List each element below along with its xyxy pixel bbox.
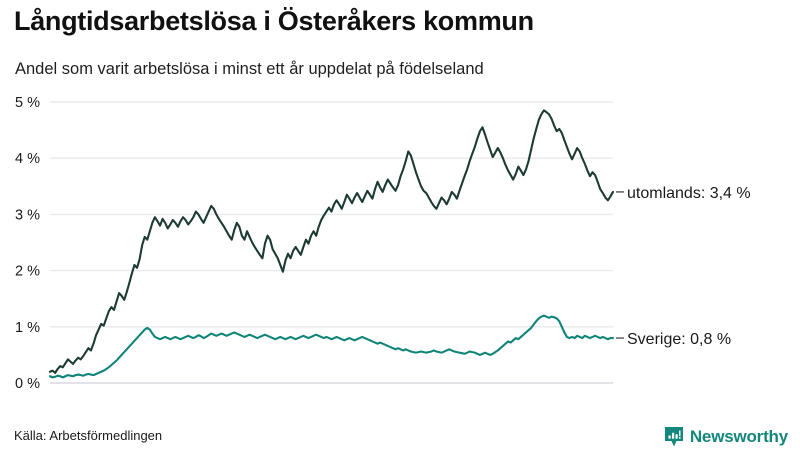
- page-title: Långtidsarbetslösa i Österåkers kommun: [14, 6, 534, 36]
- logo-pin-icon: [664, 427, 683, 447]
- y-axis-label: 5 %: [15, 95, 40, 111]
- logo-text: Newsworthy: [689, 427, 788, 446]
- source-note: Källa: Arbetsförmedlingen: [14, 428, 163, 443]
- plot-area: 0 %1 %2 %3 %4 %5 %201020152020jun 2023ut…: [0, 90, 800, 395]
- series-label-Sverige: Sverige: 0,8 %: [627, 331, 731, 348]
- chart-subtitle: Andel som varit arbetslösa i minst ett å…: [15, 60, 484, 78]
- newsworthy-logo: Newsworthy: [664, 426, 788, 448]
- series-line-utomlands: [48, 109, 615, 374]
- y-axis-label: 3 %: [15, 207, 40, 223]
- y-axis-label: 4 %: [15, 151, 40, 167]
- series-line-Sverige: [48, 314, 615, 379]
- line-chart-svg: 0 %1 %2 %3 %4 %5 %201020152020jun 2023ut…: [15, 95, 751, 392]
- series-label-utomlands: utomlands: 3,4 %: [627, 185, 751, 202]
- y-axis-label: 2 %: [15, 264, 40, 280]
- y-axis-label: 0 %: [15, 376, 40, 392]
- y-axis-label: 1 %: [15, 320, 40, 336]
